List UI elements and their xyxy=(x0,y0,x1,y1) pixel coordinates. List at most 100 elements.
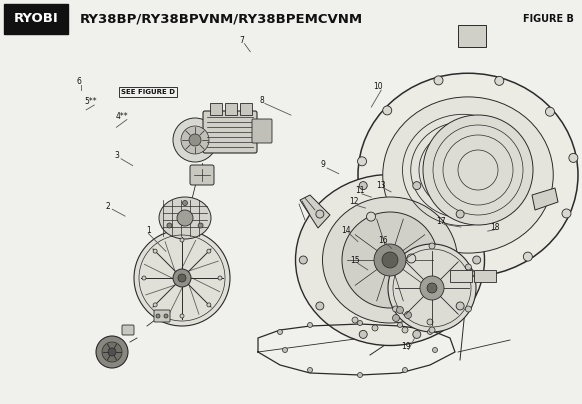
Text: RY38BP/RY38BPVNM/RY38BPEMCVNM: RY38BP/RY38BPVNM/RY38BPEMCVNM xyxy=(80,13,363,25)
Circle shape xyxy=(299,256,307,264)
Circle shape xyxy=(278,330,282,335)
Circle shape xyxy=(382,252,398,268)
Circle shape xyxy=(420,276,444,300)
Polygon shape xyxy=(300,195,330,228)
Text: 17: 17 xyxy=(436,217,446,226)
Bar xyxy=(458,25,486,47)
Circle shape xyxy=(108,348,116,356)
Circle shape xyxy=(372,325,378,331)
FancyBboxPatch shape xyxy=(122,325,134,335)
FancyBboxPatch shape xyxy=(203,111,257,153)
Circle shape xyxy=(432,347,438,353)
Circle shape xyxy=(316,210,324,218)
Text: SEE FIGURE D: SEE FIGURE D xyxy=(121,89,175,95)
Circle shape xyxy=(407,254,416,263)
Circle shape xyxy=(423,115,533,225)
Circle shape xyxy=(183,200,187,206)
Text: 3: 3 xyxy=(114,151,119,160)
Bar xyxy=(210,103,222,115)
Circle shape xyxy=(180,314,184,318)
Circle shape xyxy=(396,307,403,314)
Ellipse shape xyxy=(322,197,457,323)
Circle shape xyxy=(178,274,186,282)
Circle shape xyxy=(189,134,201,146)
Circle shape xyxy=(562,209,571,218)
Circle shape xyxy=(102,342,122,362)
Text: 11: 11 xyxy=(355,186,364,195)
Bar xyxy=(240,103,252,115)
Circle shape xyxy=(523,252,533,261)
Polygon shape xyxy=(532,188,558,210)
Circle shape xyxy=(142,276,146,280)
Circle shape xyxy=(429,327,435,333)
Circle shape xyxy=(180,238,184,242)
Circle shape xyxy=(545,107,555,116)
Ellipse shape xyxy=(296,175,484,345)
Text: 1: 1 xyxy=(146,226,151,235)
FancyBboxPatch shape xyxy=(190,165,214,185)
Circle shape xyxy=(428,330,432,335)
Text: 15: 15 xyxy=(350,256,360,265)
Circle shape xyxy=(403,368,407,372)
Circle shape xyxy=(357,320,363,326)
Circle shape xyxy=(374,244,406,276)
FancyBboxPatch shape xyxy=(154,310,170,322)
Circle shape xyxy=(473,256,481,264)
Circle shape xyxy=(282,347,288,353)
Circle shape xyxy=(427,283,437,293)
Bar xyxy=(450,270,472,282)
Circle shape xyxy=(167,223,172,228)
Circle shape xyxy=(96,336,128,368)
Ellipse shape xyxy=(358,73,578,277)
Circle shape xyxy=(402,327,408,333)
Circle shape xyxy=(181,126,209,154)
Bar xyxy=(474,270,496,282)
Circle shape xyxy=(393,306,399,312)
Bar xyxy=(225,103,237,115)
Text: 9: 9 xyxy=(321,160,325,169)
Circle shape xyxy=(456,210,464,218)
Circle shape xyxy=(357,157,367,166)
Text: 7: 7 xyxy=(239,36,244,45)
Circle shape xyxy=(316,302,324,310)
Ellipse shape xyxy=(159,197,211,239)
Circle shape xyxy=(466,306,471,312)
Text: 2: 2 xyxy=(105,202,110,210)
Circle shape xyxy=(367,212,375,221)
Circle shape xyxy=(429,243,435,249)
Circle shape xyxy=(134,230,230,326)
Circle shape xyxy=(177,210,193,226)
Text: 5**: 5** xyxy=(84,97,97,106)
Circle shape xyxy=(413,330,421,339)
Text: 13: 13 xyxy=(377,181,386,189)
Circle shape xyxy=(392,314,399,322)
Text: RYOBI: RYOBI xyxy=(13,13,58,25)
Circle shape xyxy=(569,154,578,162)
Circle shape xyxy=(466,264,471,270)
Circle shape xyxy=(383,106,392,115)
Text: 4**: 4** xyxy=(116,112,129,121)
Circle shape xyxy=(404,311,411,318)
Circle shape xyxy=(357,372,363,377)
Circle shape xyxy=(173,269,191,287)
Circle shape xyxy=(393,264,399,270)
Circle shape xyxy=(456,302,464,310)
Circle shape xyxy=(466,269,474,278)
Circle shape xyxy=(398,322,403,328)
Circle shape xyxy=(156,314,160,318)
Circle shape xyxy=(307,322,313,328)
Circle shape xyxy=(495,76,504,85)
Circle shape xyxy=(173,118,217,162)
Circle shape xyxy=(164,314,168,318)
FancyBboxPatch shape xyxy=(252,119,272,143)
Text: 8: 8 xyxy=(260,96,264,105)
Ellipse shape xyxy=(383,97,553,253)
Text: 10: 10 xyxy=(374,82,383,91)
Circle shape xyxy=(388,244,476,332)
Text: 6: 6 xyxy=(76,77,81,86)
Text: 14: 14 xyxy=(342,226,351,235)
Circle shape xyxy=(207,303,211,307)
Circle shape xyxy=(198,223,203,228)
Circle shape xyxy=(352,317,358,323)
Circle shape xyxy=(342,212,438,308)
